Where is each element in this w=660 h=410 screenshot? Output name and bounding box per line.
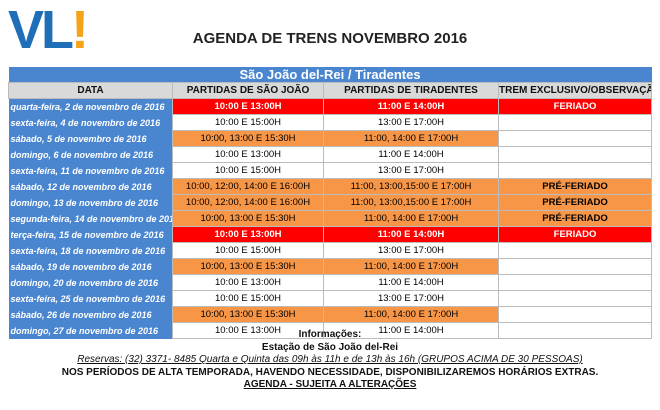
tiradentes-cell: 11:00, 13:00,15:00 E 17:00H <box>323 178 499 195</box>
date-cell: sexta-feira, 18 de novembro de 2016 <box>8 242 173 259</box>
sao-joao-cell: 10:00, 13:00 E 15:30H <box>172 210 324 227</box>
table-row: sábado, 5 de novembro de 2016 10:00, 13:0… <box>8 130 653 147</box>
tiradentes-cell: 11:00 E 14:00H <box>323 146 499 163</box>
observation-cell <box>497 242 653 259</box>
table-row: sábado, 26 de novembro de 2016 10:00, 13:… <box>8 306 653 323</box>
sao-joao-cell: 10:00 E 15:00H <box>172 242 324 259</box>
schedule-table: São João del-Rei / Tiradentes DATA PARTI… <box>8 67 653 339</box>
info-reservations: Reservas: (32) 3371- 8485 Quarta e Quint… <box>77 354 583 365</box>
table-row: sexta-feira, 4 de novembro de 2016 10:00 … <box>8 114 653 131</box>
observation-cell: PRÉ-FERIADO <box>497 194 653 211</box>
header-tiradentes: PARTIDAS DE TIRADENTES <box>323 82 499 99</box>
observation-cell: PRÉ-FERIADO <box>497 210 653 227</box>
date-cell: sábado, 5 de novembro de 2016 <box>8 130 173 147</box>
tiradentes-cell: 11:00 E 14:00H <box>323 322 499 339</box>
tiradentes-cell: 11:00, 14:00 E 17:00H <box>323 258 499 275</box>
info-heading: Informações: <box>298 329 362 340</box>
observation-cell: FERIADO <box>497 98 653 115</box>
observation-cell <box>497 290 653 307</box>
tiradentes-cell: 11:00, 14:00 E 17:00H <box>323 210 499 227</box>
observation-cell: PRÉ-FERIADO <box>497 178 653 195</box>
tiradentes-cell: 11:00 E 14:00H <box>323 226 499 243</box>
table-row: domingo, 20 de novembro de 2016 10:00 E 1… <box>8 274 653 291</box>
table-row: sexta-feira, 11 de novembro de 2016 10:00… <box>8 162 653 179</box>
date-cell: sexta-feira, 11 de novembro de 2016 <box>8 162 173 179</box>
tiradentes-cell: 13:00 E 17:00H <box>323 242 499 259</box>
tiradentes-cell: 11:00, 14:00 E 17:00H <box>323 130 499 147</box>
sao-joao-cell: 10:00 E 15:00H <box>172 290 324 307</box>
table-row: domingo, 27 de novembro de 2016 10:00 E 1… <box>8 322 653 339</box>
date-cell: terça-feira, 15 de novembro de 2016 <box>8 226 173 243</box>
logo-mark: ! <box>71 0 89 60</box>
page-title: AGENDA DE TRENS NOVEMBRO 2016 <box>192 30 468 47</box>
sao-joao-cell: 10:00, 12:00, 14:00 E 16:00H <box>172 178 324 195</box>
table-row: domingo, 6 de novembro de 2016 10:00 E 13… <box>8 146 653 163</box>
date-cell: segunda-feira, 14 de novembro de 2016 <box>8 210 173 227</box>
tiradentes-cell: 11:00, 14:00 E 17:00H <box>323 306 499 323</box>
observation-cell <box>497 162 653 179</box>
table-row: sexta-feira, 18 de novembro de 2016 10:00… <box>8 242 653 259</box>
table-row: domingo, 13 de novembro de 2016 10:00, 12… <box>8 194 653 211</box>
sao-joao-cell: 10:00 E 13:00H <box>172 98 324 115</box>
tiradentes-cell: 11:00 E 14:00H <box>323 274 499 291</box>
observation-cell <box>497 146 653 163</box>
sao-joao-cell: 10:00 E 13:00H <box>172 274 324 291</box>
tiradentes-cell: 11:00, 13:00,15:00 E 17:00H <box>323 194 499 211</box>
sao-joao-cell: 10:00, 13:00 E 15:30H <box>172 306 324 323</box>
date-cell: sexta-feira, 25 de novembro de 2016 <box>8 290 173 307</box>
table-row: sexta-feira, 25 de novembro de 2016 10:00… <box>8 290 653 307</box>
sao-joao-cell: 10:00, 12:00, 14:00 E 16:00H <box>172 194 324 211</box>
header-sao-joao: PARTIDAS DE SÃO JOÃO <box>172 82 324 99</box>
sao-joao-cell: 10:00 E 15:00H <box>172 114 324 131</box>
date-cell: domingo, 27 de novembro de 2016 <box>8 322 173 339</box>
tiradentes-cell: 11:00 E 14:00H <box>323 98 499 115</box>
observation-cell: FERIADO <box>497 226 653 243</box>
header-date: DATA <box>8 82 173 99</box>
date-cell: domingo, 6 de novembro de 2016 <box>8 146 173 163</box>
info-notice: NOS PERÍODOS DE ALTA TEMPORADA, HAVENDO … <box>61 366 599 378</box>
date-cell: domingo, 13 de novembro de 2016 <box>8 194 173 211</box>
logo-text: VL <box>8 0 74 60</box>
sao-joao-cell: 10:00 E 13:00H <box>172 226 324 243</box>
observation-cell <box>497 258 653 275</box>
table-row: sábado, 19 de novembro de 2016 10:00, 13:… <box>8 258 653 275</box>
table-row: segunda-feira, 14 de novembro de 2016 10:… <box>8 210 653 227</box>
date-cell: quarta-feira, 2 de novembro de 2016 <box>8 98 173 115</box>
info-section: Informações: Estação de São João del-Rei… <box>0 329 660 392</box>
sao-joao-cell: 10:00 E 15:00H <box>172 162 324 179</box>
date-cell: sábado, 26 de novembro de 2016 <box>8 306 173 323</box>
tiradentes-cell: 13:00 E 17:00H <box>323 290 499 307</box>
tiradentes-cell: 13:00 E 17:00H <box>323 162 499 179</box>
header-observation: TREM EXCLUSIVO/OBSERVAÇÃO <box>497 82 653 99</box>
tiradentes-cell: 13:00 E 17:00H <box>323 114 499 131</box>
sao-joao-cell: 10:00 E 13:00H <box>172 322 324 339</box>
date-cell: sábado, 19 de novembro de 2016 <box>8 258 173 275</box>
table-row: sábado, 12 de novembro de 2016 10:00, 12:… <box>8 178 653 195</box>
route-title: São João del-Rei / Tiradentes <box>8 67 652 83</box>
sao-joao-cell: 10:00, 13:00 E 15:30H <box>172 130 324 147</box>
info-disclaimer: AGENDA - SUJEITA A ALTERAÇÕES <box>243 379 417 390</box>
table-row: terça-feira, 15 de novembro de 2016 10:00… <box>8 226 653 243</box>
vl-logo: VL! <box>8 0 89 60</box>
date-cell: sábado, 12 de novembro de 2016 <box>8 178 173 195</box>
observation-cell <box>497 114 653 131</box>
observation-cell <box>497 322 653 339</box>
observation-cell <box>497 306 653 323</box>
date-cell: domingo, 20 de novembro de 2016 <box>8 274 173 291</box>
sao-joao-cell: 10:00, 13:00 E 15:30H <box>172 258 324 275</box>
sao-joao-cell: 10:00 E 13:00H <box>172 146 324 163</box>
info-station: Estação de São João del-Rei <box>261 341 399 353</box>
observation-cell <box>497 274 653 291</box>
date-cell: sexta-feira, 4 de novembro de 2016 <box>8 114 173 131</box>
observation-cell <box>497 130 653 147</box>
table-row: quarta-feira, 2 de novembro de 2016 10:00… <box>8 98 653 115</box>
